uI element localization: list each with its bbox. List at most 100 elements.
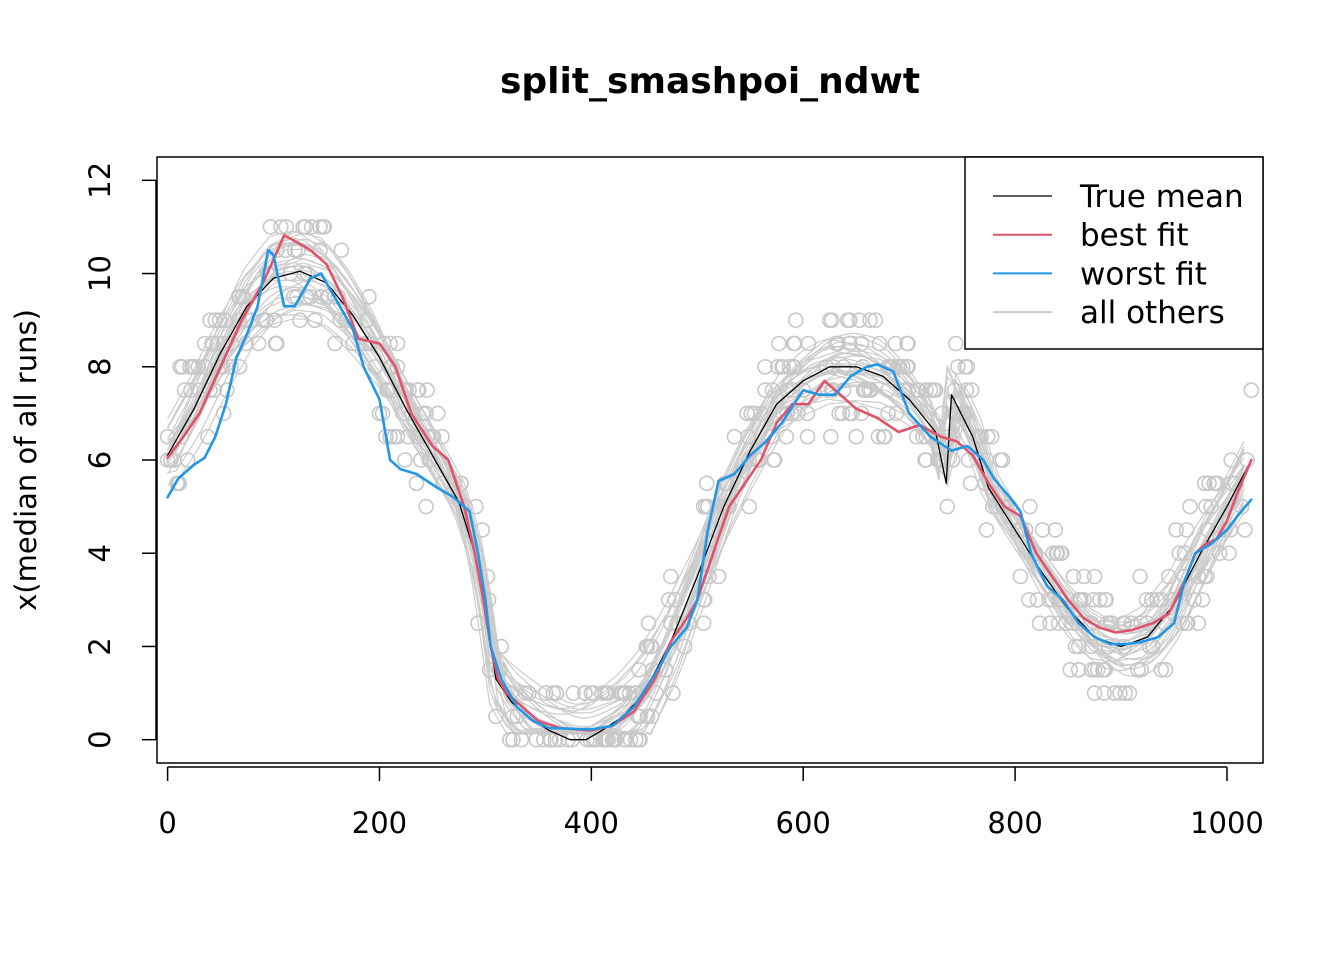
observation-point (771, 335, 787, 352)
observation-point (1168, 522, 1184, 538)
observation-point (1176, 545, 1193, 562)
observation-point (1070, 591, 1087, 608)
observation-point (434, 428, 450, 445)
observation-point (848, 428, 865, 445)
observation-point (642, 638, 659, 655)
x-tick-label: 200 (352, 806, 407, 840)
observation-point (1182, 498, 1198, 515)
observation-point (786, 335, 803, 352)
observation-point (1067, 638, 1084, 655)
observation-point (1097, 661, 1113, 678)
observation-point (769, 358, 786, 375)
observation-point (1211, 545, 1228, 562)
observation-point (415, 405, 431, 422)
y-tick-label: 12 (83, 162, 117, 199)
observation-point (292, 312, 308, 329)
observation-point (493, 638, 510, 655)
observation-point (821, 312, 838, 329)
observation-point (545, 685, 562, 701)
observation-point (992, 452, 1009, 468)
observation-point (367, 358, 384, 375)
observation-point (622, 731, 639, 748)
observation-point (1034, 522, 1051, 538)
observation-point (1042, 615, 1058, 632)
observation-point (211, 312, 228, 329)
observation-point (876, 428, 893, 445)
observation-point (894, 358, 911, 375)
observation-point (315, 219, 332, 235)
observation-point (196, 358, 213, 375)
observation-point (595, 731, 611, 748)
observation-point (1138, 591, 1155, 608)
observation-point (333, 242, 350, 258)
y-tick-label: 6 (83, 451, 117, 469)
observation-point (648, 685, 664, 701)
observation-point (190, 358, 207, 375)
observation-point (273, 219, 289, 235)
observation-point (630, 708, 646, 725)
observation-point (1012, 568, 1029, 585)
observation-point (258, 312, 274, 329)
observation-point (453, 475, 469, 492)
observation-point (1086, 568, 1103, 585)
observation-point (250, 335, 267, 352)
observation-point (871, 335, 888, 352)
observation-point (781, 358, 798, 375)
observation-point (787, 312, 804, 329)
observation-point (470, 615, 486, 632)
observation-point (947, 335, 964, 352)
observation-point (880, 382, 896, 398)
observation-point (196, 335, 213, 352)
observation-point (1223, 452, 1239, 468)
observation-point (667, 591, 683, 608)
observation-point (1022, 498, 1038, 515)
observation-point (382, 428, 398, 445)
observation-point (297, 219, 314, 235)
observation-point (1201, 475, 1217, 492)
observation-point (676, 638, 693, 655)
observation-point (775, 358, 791, 375)
observation-point (726, 428, 743, 445)
observation-point (764, 382, 781, 398)
observation-point (1206, 475, 1223, 492)
observation-point (795, 382, 812, 398)
observation-point (1203, 498, 1219, 515)
observation-point (565, 685, 582, 701)
observation-point (958, 382, 975, 398)
observation-point (880, 405, 896, 422)
observation-point (235, 288, 251, 305)
observation-point (528, 731, 545, 748)
y-tick-label: 2 (83, 637, 117, 655)
observation-point (1221, 545, 1237, 562)
observation-point (831, 405, 848, 422)
observation-point (1133, 615, 1149, 632)
observation-point (1069, 615, 1086, 632)
observation-point (710, 568, 727, 585)
observation-point (1062, 661, 1078, 678)
observation-point (839, 312, 856, 329)
observation-point (979, 428, 996, 445)
observation-point (841, 405, 858, 422)
observation-point (1086, 661, 1103, 678)
observation-point (743, 405, 760, 422)
observation-point (1112, 685, 1128, 701)
observation-point (517, 685, 534, 701)
observation-point (371, 405, 388, 422)
observation-point (1194, 591, 1211, 608)
observation-point (537, 685, 554, 701)
observation-point (1171, 545, 1188, 562)
observation-point (632, 731, 648, 748)
observation-point (695, 498, 712, 515)
observation-point (1097, 591, 1113, 608)
observation-point (204, 335, 220, 352)
observation-point (176, 382, 193, 398)
observation-point (1174, 615, 1191, 632)
observation-point (1198, 498, 1214, 515)
legend-label: worst fit (1080, 256, 1207, 292)
observation-point (1243, 382, 1260, 398)
observation-point (1130, 661, 1146, 678)
observation-point (217, 312, 233, 329)
best-fit-line (166, 234, 1253, 732)
observation-point (889, 358, 906, 375)
observation-point (617, 685, 634, 701)
